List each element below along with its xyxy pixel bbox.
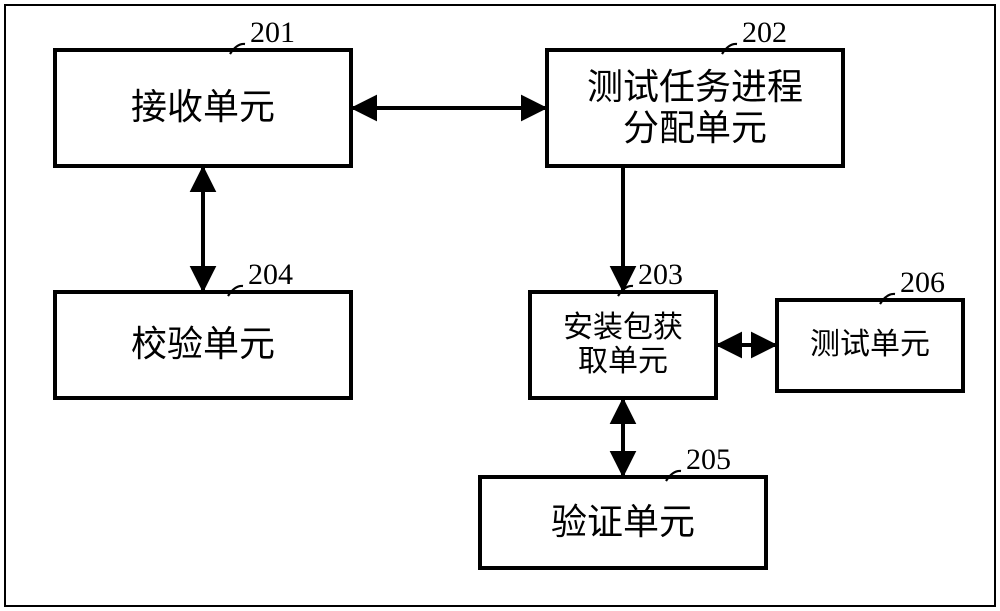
tick-203 [616, 284, 634, 298]
label-203: 203 [638, 258, 683, 292]
node-202-text-line1: 测试任务进程 [587, 67, 803, 108]
node-201-text: 接收单元 [131, 87, 275, 128]
node-203-text-line2: 取单元 [578, 345, 668, 380]
tick-206 [878, 292, 896, 306]
node-205-verify-unit: 验证单元 [478, 475, 768, 570]
node-204-text: 校验单元 [131, 324, 275, 365]
node-203-text-line1: 安装包获 [563, 311, 683, 346]
tick-201 [228, 42, 246, 56]
label-204: 204 [248, 258, 293, 292]
node-206-text: 测试单元 [810, 328, 930, 363]
diagram-canvas: 接收单元 测试任务进程 分配单元 安装包获 取单元 校验单元 验证单元 测试单元… [0, 0, 1000, 611]
label-201: 201 [250, 16, 295, 50]
label-202: 202 [742, 16, 787, 50]
node-203-install-package-acquire-unit: 安装包获 取单元 [528, 290, 718, 400]
node-205-text: 验证单元 [551, 502, 695, 543]
label-205: 205 [686, 443, 731, 477]
tick-204 [226, 284, 244, 298]
node-204-check-unit: 校验单元 [53, 290, 353, 400]
tick-205 [664, 469, 682, 483]
node-201-receive-unit: 接收单元 [53, 48, 353, 168]
label-206: 206 [900, 266, 945, 300]
node-202-test-task-process-allocation-unit: 测试任务进程 分配单元 [545, 48, 845, 168]
node-202-text-line2: 分配单元 [623, 108, 767, 149]
node-206-test-unit: 测试单元 [775, 298, 965, 393]
tick-202 [720, 42, 738, 56]
